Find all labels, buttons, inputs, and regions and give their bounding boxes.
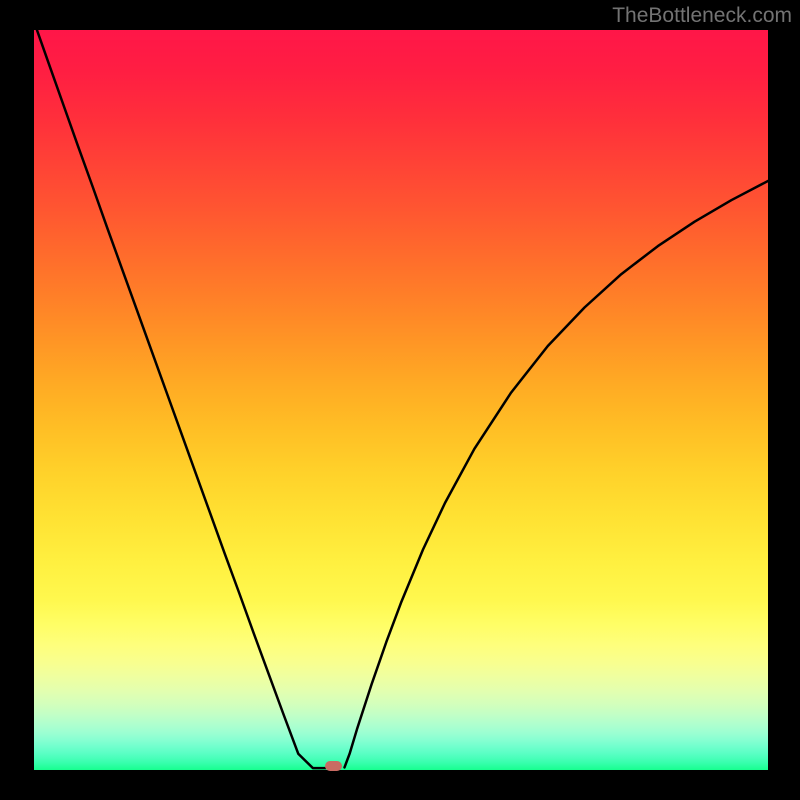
- watermark-text: TheBottleneck.com: [612, 4, 792, 28]
- bottleneck-curve: [34, 30, 768, 770]
- optimum-marker: [325, 761, 342, 771]
- plot-area: [34, 30, 768, 770]
- chart-container: { "watermark": { "text": "TheBottleneck.…: [0, 0, 800, 800]
